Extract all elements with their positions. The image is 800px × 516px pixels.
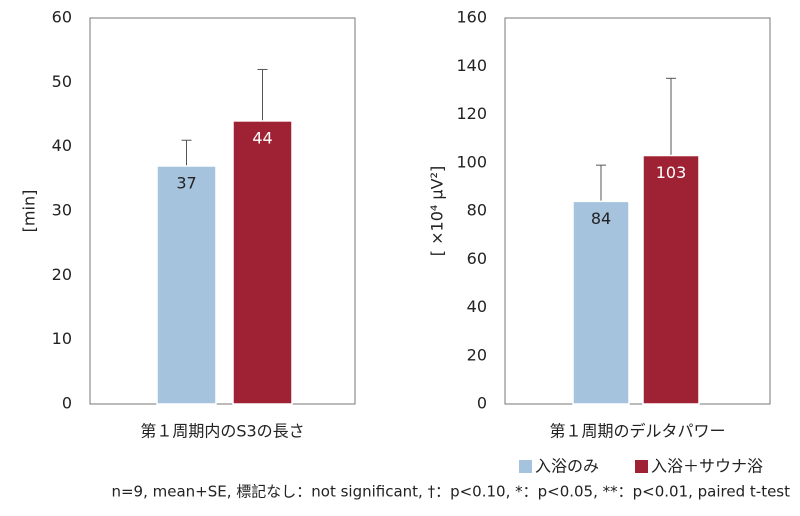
y-tick-label: 0 xyxy=(62,394,72,413)
y-tick-label: 20 xyxy=(52,265,72,284)
y-tick-label: 50 xyxy=(52,72,72,91)
y-tick-label: 20 xyxy=(467,345,487,364)
data-label: 37 xyxy=(176,173,196,192)
y-axis-label: [ ×10⁴ μV²] xyxy=(428,166,447,256)
y-tick-label: 30 xyxy=(52,201,72,220)
bar xyxy=(642,154,700,405)
footnote: n=9, mean+SE, 標記なし：not significant, †：p<… xyxy=(111,483,790,501)
data-label: 44 xyxy=(252,128,272,147)
y-tick-label: 80 xyxy=(467,201,487,220)
bar xyxy=(232,120,293,405)
y-tick-label: 100 xyxy=(456,152,487,171)
data-label: 84 xyxy=(591,209,611,228)
x-axis-label: 第１周期内のS3の長さ xyxy=(140,422,304,441)
x-axis-label: 第１周期のデルタパワー xyxy=(549,422,725,441)
legend-label: 入浴＋サウナ浴 xyxy=(651,457,763,476)
legend-swatch xyxy=(519,460,532,473)
y-tick-label: 60 xyxy=(467,249,487,268)
legend-swatch xyxy=(635,460,648,473)
y-tick-label: 0 xyxy=(477,394,487,413)
y-tick-label: 40 xyxy=(52,136,72,155)
y-tick-label: 10 xyxy=(52,329,72,348)
y-tick-label: 120 xyxy=(456,104,487,123)
y-tick-label: 40 xyxy=(467,297,487,316)
bar xyxy=(156,165,217,405)
bar xyxy=(572,200,630,405)
y-tick-label: 160 xyxy=(456,8,487,27)
y-axis-label: [min] xyxy=(20,190,39,233)
data-label: 103 xyxy=(656,163,687,182)
legend-label: 入浴のみ xyxy=(535,457,599,476)
plot-frame xyxy=(89,17,356,405)
plot-frame xyxy=(504,17,771,405)
y-tick-label: 140 xyxy=(456,56,487,75)
y-tick-label: 60 xyxy=(52,8,72,27)
